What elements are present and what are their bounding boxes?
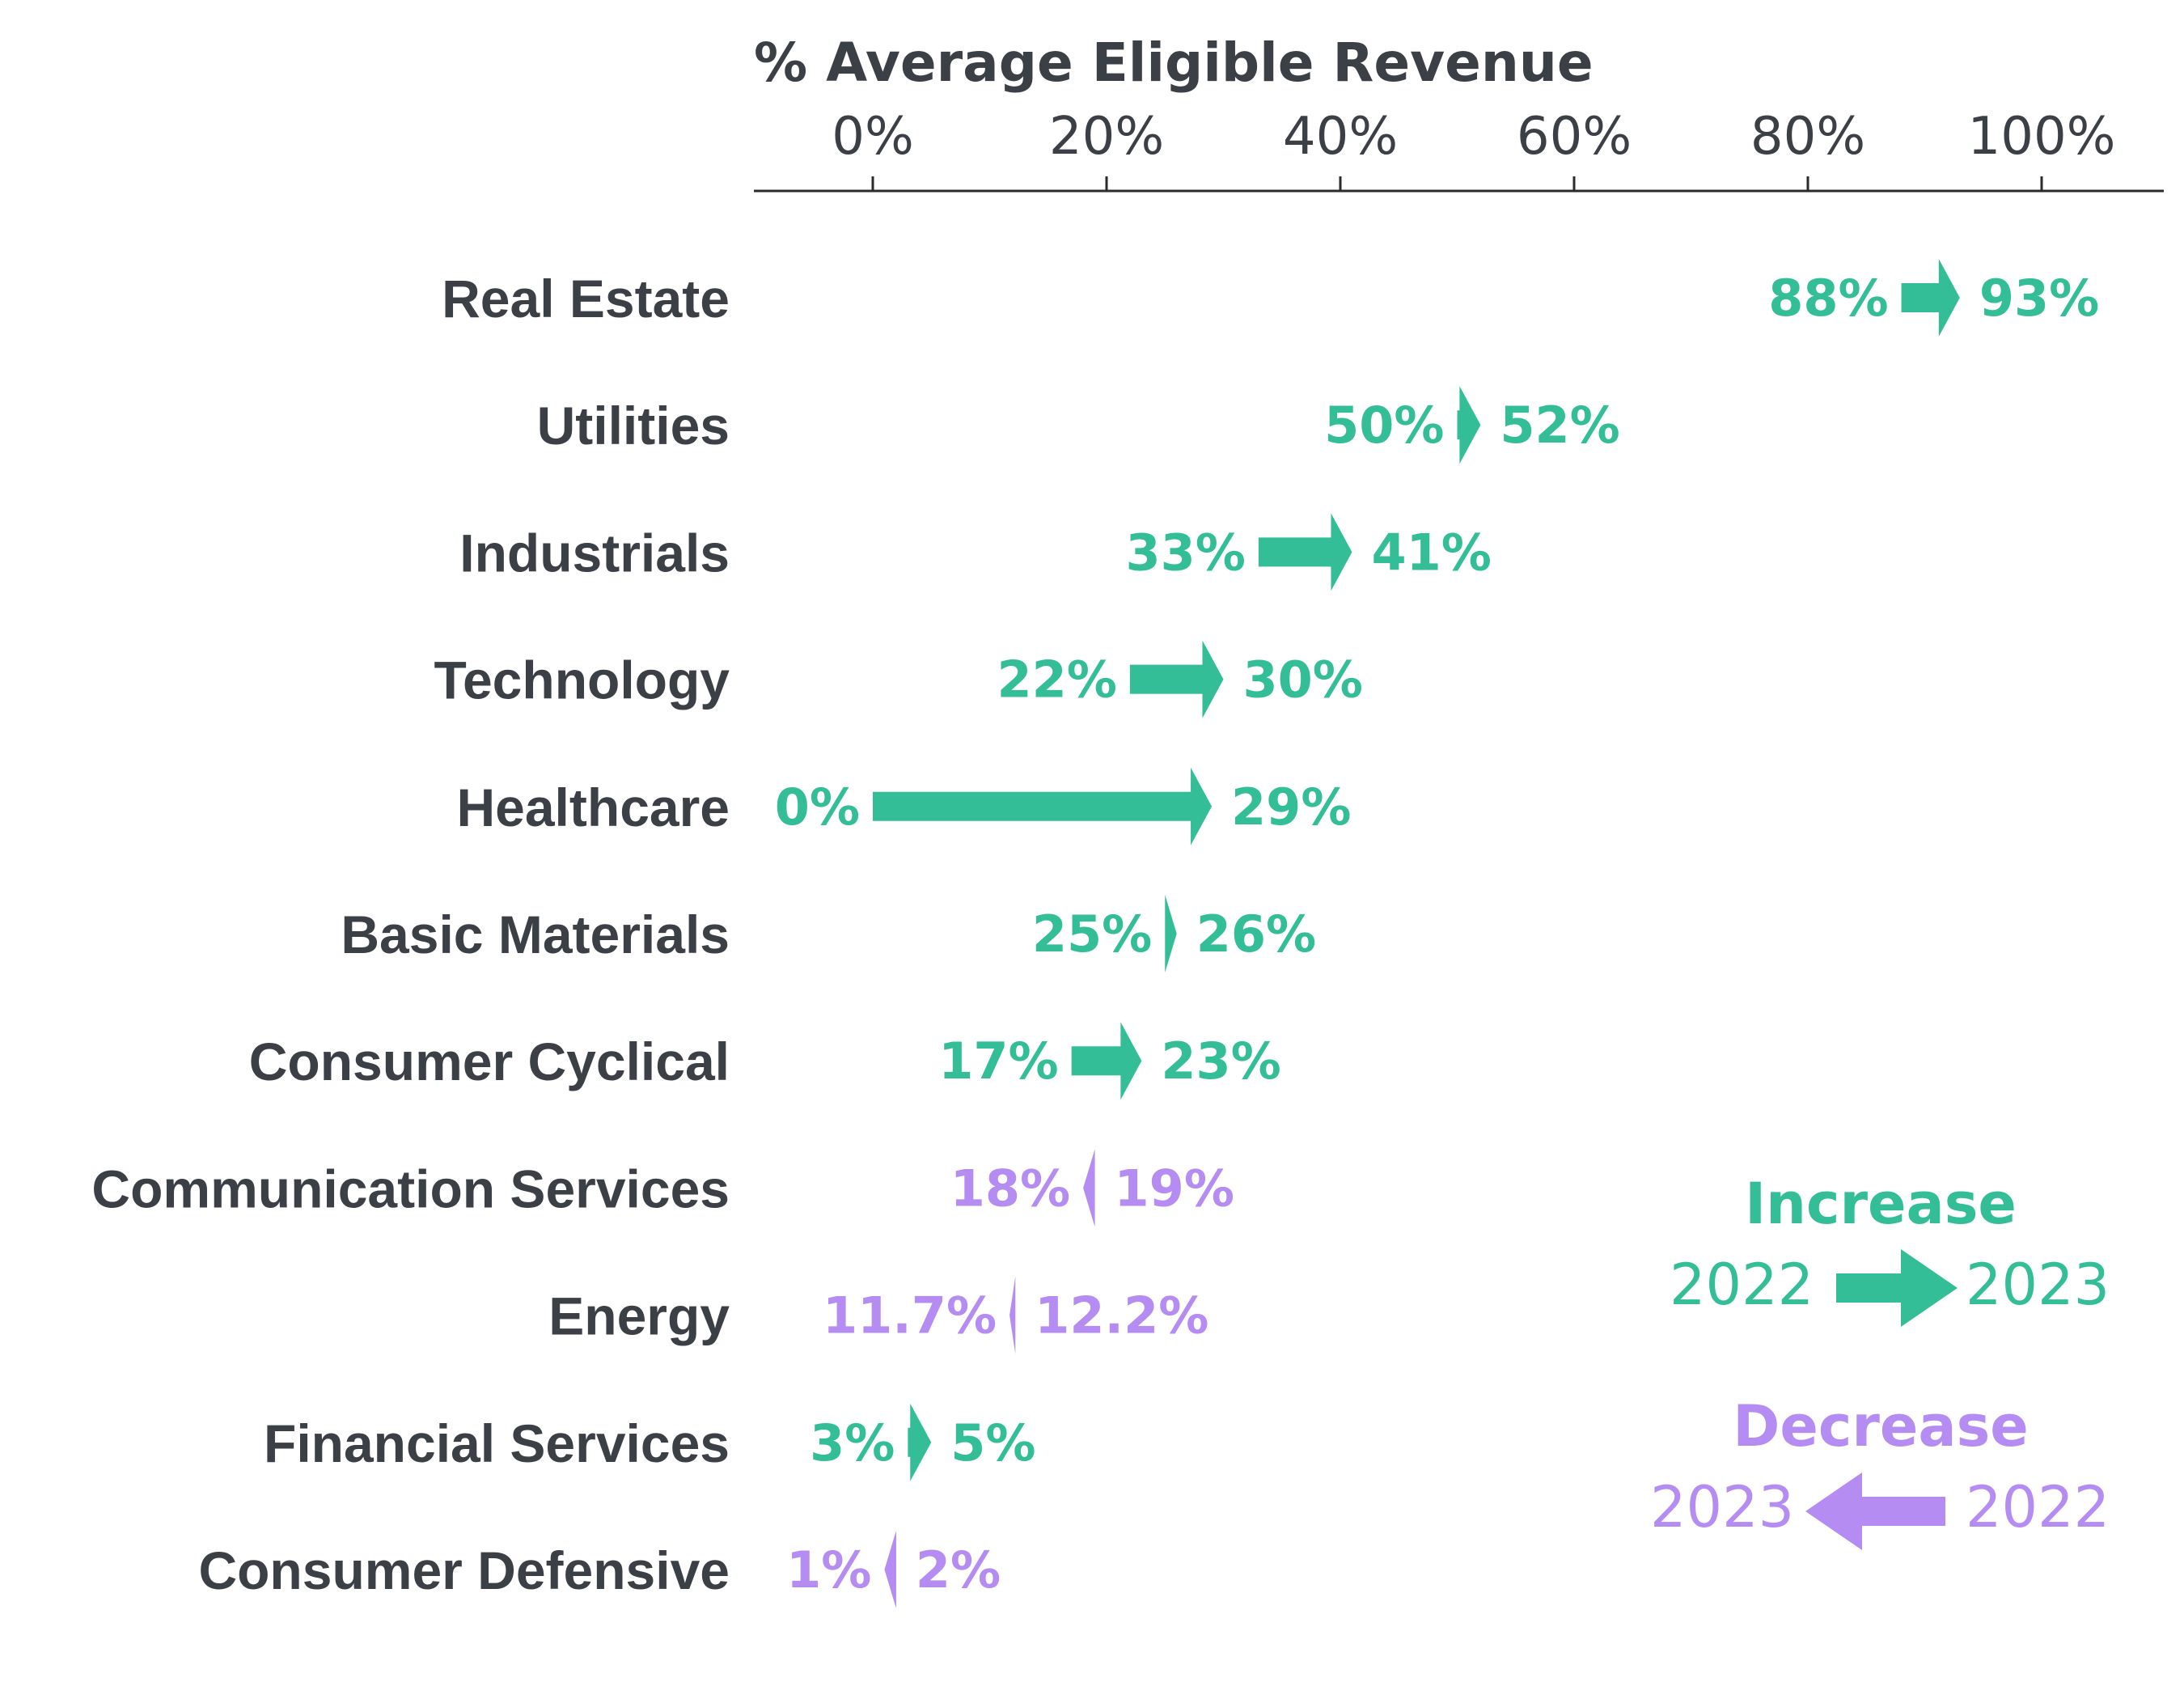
decrease-arrow (1009, 1276, 1016, 1354)
x-tick-label: 60% (1517, 107, 1632, 167)
value-label-start: 11.7% (823, 1286, 997, 1345)
decrease-arrow (1083, 1149, 1095, 1227)
increase-arrow (908, 1403, 932, 1481)
increase-arrow (1901, 259, 1960, 337)
category-label: Utilities (537, 396, 730, 455)
increase-arrow (873, 767, 1213, 845)
value-label-start: 33% (1125, 523, 1245, 582)
value-label-start: 25% (1032, 905, 1152, 964)
category-label: Real Estate (442, 269, 730, 328)
legend-decrease-arrow (1805, 1472, 1945, 1550)
value-label-end: 30% (1243, 650, 1363, 710)
category-label: Communication Services (91, 1159, 730, 1218)
increase-arrow (1129, 640, 1224, 718)
value-label-end: 23% (1161, 1032, 1280, 1091)
value-label-end: 12.2% (1035, 1286, 1208, 1345)
x-tick-label: 40% (1283, 107, 1398, 167)
value-label-start: 3% (810, 1413, 895, 1472)
x-tick-label: 100% (1968, 107, 2116, 167)
category-label: Basic Materials (341, 905, 730, 964)
legend-decrease-to: 2023 (1650, 1474, 1794, 1540)
x-tick-label: 80% (1750, 107, 1865, 167)
value-label-end: 52% (1500, 396, 1619, 455)
value-label-start: 88% (1768, 269, 1888, 328)
legend-decrease-from: 2022 (1966, 1474, 2110, 1540)
legend-increase-title: Increase (1745, 1171, 2017, 1237)
value-label-start: 17% (938, 1032, 1058, 1091)
increase-arrow (1258, 513, 1352, 591)
value-label-end: 5% (950, 1413, 1035, 1472)
value-label-start: 0% (775, 777, 860, 837)
x-tick-label: 20% (1049, 107, 1164, 167)
increase-arrow (1071, 1022, 1142, 1100)
legend-increase-to: 2023 (1966, 1252, 2110, 1318)
value-label-end: 26% (1196, 905, 1316, 964)
value-label-end: 29% (1231, 777, 1351, 837)
increase-arrow (1165, 895, 1177, 972)
decrease-arrow (884, 1531, 896, 1608)
value-label-end: 19% (1115, 1159, 1234, 1218)
value-label-start: 50% (1324, 396, 1444, 455)
legend-increase-arrow (1836, 1249, 1958, 1327)
value-label-start: 22% (997, 650, 1116, 710)
x-axis-title: % Average Eligible Revenue (754, 32, 1594, 94)
legend-decrease-title: Decrease (1733, 1393, 2028, 1460)
value-label-start: 1% (786, 1540, 871, 1599)
value-label-end: 41% (1371, 523, 1491, 582)
increase-arrow (1457, 386, 1481, 464)
value-label-start: 18% (950, 1159, 1070, 1218)
x-axis-ticks: 0% 20% 40% 60% 80% 100% (832, 107, 2115, 191)
category-label: Consumer Cyclical (249, 1032, 730, 1091)
category-label: Industrials (459, 523, 730, 583)
value-label-end: 93% (1979, 269, 2099, 328)
category-label: Financial Services (264, 1413, 730, 1473)
legend-increase-from: 2022 (1670, 1252, 1814, 1318)
category-label: Healthcare (456, 777, 730, 837)
data-rows: Real Estate 88% 93% Utilities 50% 52% Industri… (91, 259, 2099, 1608)
value-label-end: 2% (916, 1540, 1001, 1599)
category-label: Energy (548, 1286, 730, 1346)
legend: Increase 2022 2023 Decrease 2023 2022 (1650, 1171, 2110, 1550)
category-label: Technology (434, 650, 730, 710)
category-label: Consumer Defensive (198, 1540, 730, 1600)
x-tick-label: 0% (832, 107, 914, 167)
